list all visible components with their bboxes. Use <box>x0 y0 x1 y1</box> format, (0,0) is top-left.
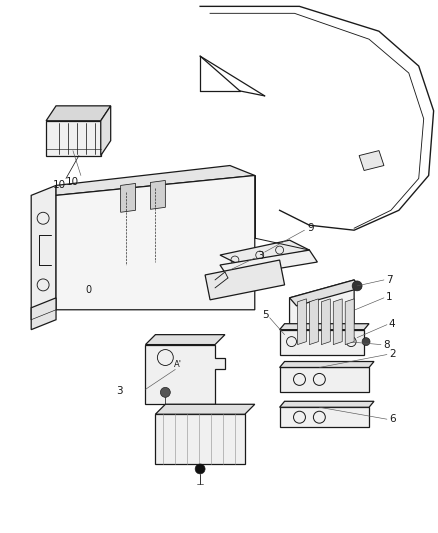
Text: 9: 9 <box>307 223 314 233</box>
Text: 0: 0 <box>86 285 92 295</box>
Circle shape <box>195 464 205 474</box>
Polygon shape <box>220 250 318 277</box>
Polygon shape <box>279 367 369 392</box>
Polygon shape <box>155 404 255 414</box>
Polygon shape <box>345 299 354 345</box>
Text: 3: 3 <box>116 386 122 397</box>
Text: 8: 8 <box>383 340 389 350</box>
Polygon shape <box>150 181 165 209</box>
Text: 10: 10 <box>53 181 66 190</box>
Circle shape <box>160 387 170 397</box>
Circle shape <box>342 334 350 342</box>
Text: 10: 10 <box>66 177 79 188</box>
Text: A': A' <box>174 360 182 369</box>
Polygon shape <box>309 299 318 345</box>
Polygon shape <box>290 280 361 306</box>
Polygon shape <box>46 106 111 121</box>
Polygon shape <box>205 260 285 300</box>
Polygon shape <box>145 335 225 345</box>
Polygon shape <box>279 407 369 427</box>
Polygon shape <box>31 298 56 330</box>
Polygon shape <box>321 299 330 345</box>
Text: 2: 2 <box>389 349 396 359</box>
Text: 5: 5 <box>262 310 268 320</box>
Polygon shape <box>279 361 374 367</box>
Polygon shape <box>220 240 309 265</box>
Circle shape <box>352 281 362 291</box>
Polygon shape <box>359 151 384 171</box>
Text: 3: 3 <box>257 251 263 261</box>
Polygon shape <box>279 401 374 407</box>
Text: 6: 6 <box>389 414 396 424</box>
Polygon shape <box>333 299 342 345</box>
Polygon shape <box>31 185 56 320</box>
Polygon shape <box>145 345 225 404</box>
Polygon shape <box>56 166 255 196</box>
Polygon shape <box>155 414 245 464</box>
Text: 7: 7 <box>386 275 392 285</box>
Polygon shape <box>120 183 135 212</box>
Polygon shape <box>101 106 111 156</box>
Polygon shape <box>56 175 255 310</box>
Polygon shape <box>297 299 307 345</box>
Polygon shape <box>294 328 359 356</box>
Polygon shape <box>290 280 354 348</box>
Polygon shape <box>279 330 364 354</box>
Text: 1: 1 <box>386 292 392 302</box>
Circle shape <box>362 337 370 345</box>
Text: 4: 4 <box>389 319 396 329</box>
Polygon shape <box>46 121 101 156</box>
Polygon shape <box>279 324 369 330</box>
